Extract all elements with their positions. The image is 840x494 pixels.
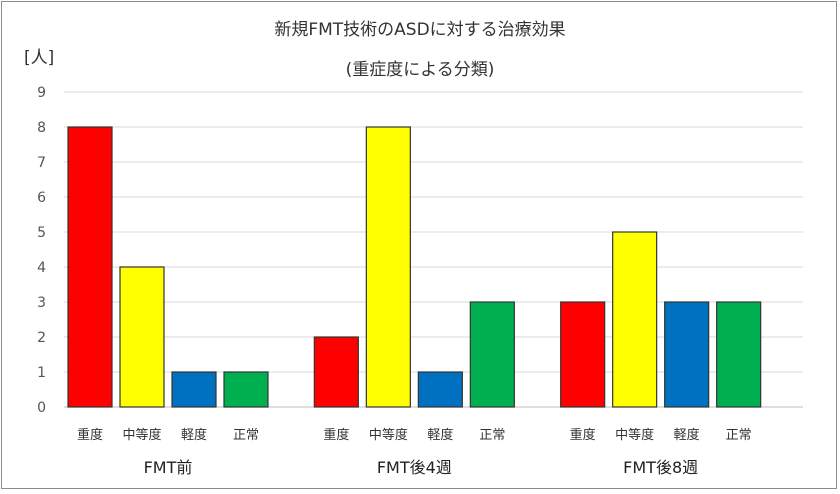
bar-2-4 <box>469 301 515 408</box>
bar-1-2 <box>119 266 165 408</box>
category-label: 正常 <box>233 428 259 443</box>
bar-3-2 <box>612 231 658 408</box>
group-labels: FMT前 FMT後4週 FMT後8週 <box>144 458 699 477</box>
y-tick-label: 2 <box>37 330 46 346</box>
y-axis-ticks: 0 1 2 3 4 5 6 7 8 9 <box>37 85 46 416</box>
y-tick-label: 9 <box>37 85 46 101</box>
bars <box>67 126 762 408</box>
chart-title: 新規FMT技術のASDに対する治療効果 <box>274 20 565 40</box>
bar-1-3 <box>171 371 217 408</box>
bar-2-1 <box>313 336 359 408</box>
category-label: 正常 <box>726 428 752 443</box>
y-tick-label: 1 <box>37 365 46 381</box>
category-label: 重度 <box>570 427 596 443</box>
y-axis-unit-label: [人] <box>24 48 54 68</box>
group-label: FMT後8週 <box>623 458 698 477</box>
category-label: 中等度 <box>615 427 654 443</box>
bar-3-1 <box>560 301 606 408</box>
category-label: 重度 <box>323 427 349 443</box>
bar-2-3 <box>417 371 463 408</box>
category-label: 軽度 <box>427 427 453 443</box>
bar-1-1 <box>67 126 113 408</box>
category-label: 軽度 <box>674 427 700 443</box>
y-tick-label: 6 <box>37 190 46 206</box>
y-tick-label: 8 <box>37 120 46 136</box>
y-tick-label: 4 <box>37 260 46 276</box>
group-label: FMT前 <box>144 458 193 477</box>
category-label: 軽度 <box>181 427 207 443</box>
y-tick-label: 3 <box>37 295 46 311</box>
bar-1-4 <box>223 371 269 408</box>
bar-3-3 <box>664 301 710 408</box>
y-tick-label: 0 <box>37 400 46 416</box>
category-labels: 重度 中等度 軽度 正常 重度 中等度 軽度 正常 重度 中等度 軽度 正常 <box>77 427 752 443</box>
bar-2-2 <box>365 126 411 408</box>
category-label: 中等度 <box>369 427 408 443</box>
group-label: FMT後4週 <box>377 458 452 477</box>
y-tick-label: 7 <box>37 155 46 171</box>
category-label: 重度 <box>77 427 103 443</box>
category-label: 正常 <box>479 428 505 443</box>
y-tick-label: 5 <box>37 225 46 241</box>
bar-3-4 <box>716 301 762 408</box>
chart-subtitle: (重症度による分類) <box>346 60 495 80</box>
category-label: 中等度 <box>122 427 161 443</box>
